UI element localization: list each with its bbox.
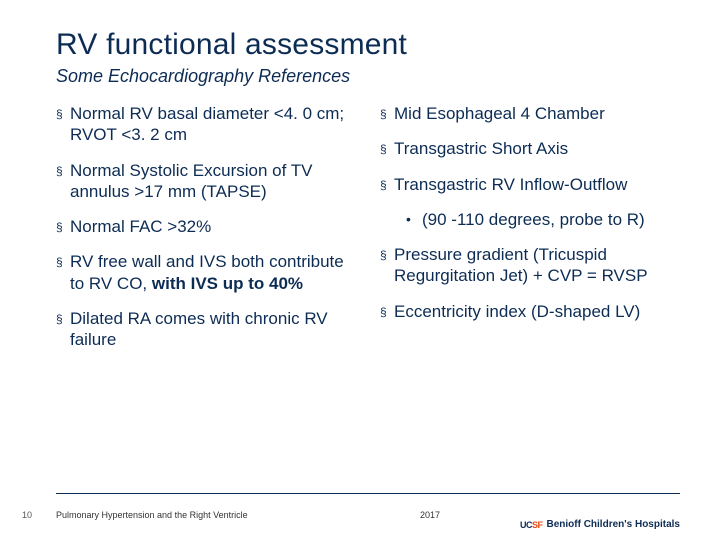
logo: UCSF Benioff Children's Hospitals: [520, 520, 680, 530]
bullet-item: § Normal FAC >32%: [56, 216, 356, 237]
bullet-text: Normal RV basal diameter <4. 0 cm; RVOT …: [70, 103, 356, 146]
bullet-text: Mid Esophageal 4 Chamber: [394, 103, 680, 124]
logo-mark: UCSF: [520, 520, 543, 530]
bullet-item: § Pressure gradient (Tricuspid Regurgita…: [380, 244, 680, 287]
footer-year: 2017: [420, 510, 440, 520]
bullet-marker: §: [380, 138, 394, 159]
logo-sf: SF: [532, 520, 543, 530]
bullet-text: Dilated RA comes with chronic RV failure: [70, 308, 356, 351]
bullet-item: § Mid Esophageal 4 Chamber: [380, 103, 680, 124]
slide-title: RV functional assessment: [56, 28, 680, 62]
sub-bullet-marker: •: [406, 209, 422, 230]
right-column: § Mid Esophageal 4 Chamber § Transgastri…: [380, 103, 680, 364]
bullet-marker: §: [380, 301, 394, 322]
left-column: § Normal RV basal diameter <4. 0 cm; RVO…: [56, 103, 356, 364]
bullet-text: Normal Systolic Excursion of TV annulus …: [70, 160, 356, 203]
bullet-item: § Transgastric RV Inflow-Outflow: [380, 174, 680, 195]
bullet-marker: §: [380, 244, 394, 287]
sub-bullet-text: (90 -110 degrees, probe to R): [422, 209, 645, 230]
slide-subtitle: Some Echocardiography References: [56, 66, 680, 87]
bullet-marker: §: [380, 103, 394, 124]
bullet-marker: §: [380, 174, 394, 195]
content-columns: § Normal RV basal diameter <4. 0 cm; RVO…: [56, 103, 680, 364]
bullet-item: § Transgastric Short Axis: [380, 138, 680, 159]
bullet-item: § Normal Systolic Excursion of TV annulu…: [56, 160, 356, 203]
bullet-text: RV free wall and IVS both contribute to …: [70, 251, 356, 294]
bullet-marker: §: [56, 216, 70, 237]
bullet-marker: §: [56, 103, 70, 146]
bullet-marker: §: [56, 160, 70, 203]
bullet-item: § Normal RV basal diameter <4. 0 cm; RVO…: [56, 103, 356, 146]
bullet-item: § Dilated RA comes with chronic RV failu…: [56, 308, 356, 351]
bullet-text: Pressure gradient (Tricuspid Regurgitati…: [394, 244, 680, 287]
bullet-text: Eccentricity index (D-shaped LV): [394, 301, 680, 322]
page-number: 10: [22, 510, 32, 520]
footer-title: Pulmonary Hypertension and the Right Ven…: [56, 510, 248, 520]
logo-uc: UC: [520, 520, 532, 530]
sub-bullet-item: • (90 -110 degrees, probe to R): [406, 209, 680, 230]
bullet-text: Transgastric Short Axis: [394, 138, 680, 159]
bullet-text: Normal FAC >32%: [70, 216, 356, 237]
bullet-item: § RV free wall and IVS both contribute t…: [56, 251, 356, 294]
bullet-text: Transgastric RV Inflow-Outflow: [394, 174, 680, 195]
bullet-marker: §: [56, 308, 70, 351]
slide: RV functional assessment Some Echocardio…: [0, 0, 720, 540]
bullet-text-bold: with IVS up to 40%: [152, 274, 303, 293]
bullet-marker: §: [56, 251, 70, 294]
logo-text: Benioff Children's Hospitals: [546, 520, 680, 530]
bullet-item: § Eccentricity index (D-shaped LV): [380, 301, 680, 322]
footer-divider: [56, 493, 680, 494]
